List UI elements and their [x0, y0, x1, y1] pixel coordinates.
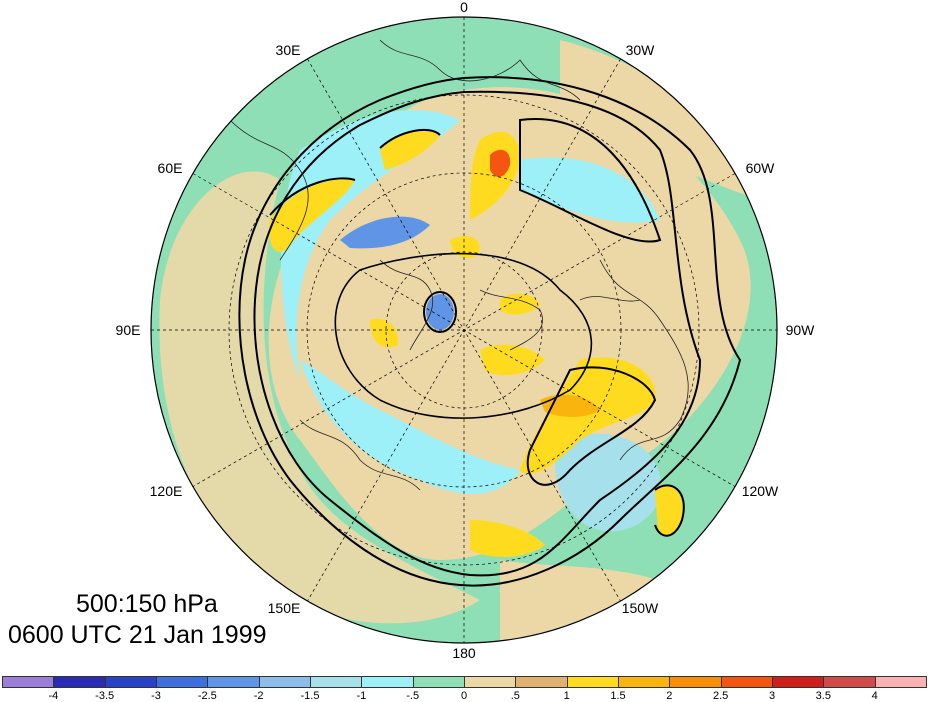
lon-label: 60E: [158, 160, 183, 176]
colorbar-tick-label: -1: [356, 690, 367, 702]
colorbar-cell: [669, 676, 722, 688]
lon-label: 150E: [268, 600, 301, 616]
colorbar-cell: [515, 676, 568, 688]
colorbar-tick-label: -3: [151, 690, 161, 702]
colorbar-cell: [361, 676, 414, 688]
colorbar-tick-label: .5: [510, 690, 520, 702]
map-title-levels: 500:150 hPa: [76, 590, 218, 618]
graticule: [151, 17, 777, 643]
colorbar-cell: [618, 676, 671, 688]
coastlines: [229, 39, 689, 491]
colorbar-tick-label: 2: [666, 690, 673, 702]
colorbar: [2, 676, 927, 688]
lon-label: 90W: [786, 322, 816, 338]
colorbar-tick-label: 1.5: [610, 690, 626, 702]
colorbar-tick-label: -1.5: [300, 690, 320, 702]
colorbar-cell: [772, 676, 825, 688]
longitude-labels: 0 30W 60W 90W 120W 150W 180 150E 120E 90…: [116, 0, 816, 661]
colorbar-cell: [566, 676, 619, 688]
colorbar-cell: [258, 676, 311, 688]
colorbar-cell: [823, 676, 876, 688]
lon-label: 150W: [622, 600, 659, 616]
colorbar-tick-label: 1: [563, 690, 570, 702]
colorbar-cell: [874, 676, 927, 688]
lon-label: 120E: [150, 483, 183, 499]
colorbar-tick-label: -2: [253, 690, 264, 702]
colorbar-cell: [207, 676, 260, 688]
colorbar-tick-label: -.5: [406, 690, 420, 702]
colorbar-cell: [156, 676, 209, 688]
lon-label: 30W: [626, 42, 656, 58]
contour-lines: [238, 76, 742, 587]
colorbar-cell: [104, 676, 157, 688]
lon-label: 30E: [276, 42, 301, 58]
lon-label: 0: [460, 0, 468, 15]
colorbar-tick-label: 2.5: [713, 690, 729, 702]
colorbar-tick-label: 3.5: [815, 690, 831, 702]
colorbar-tick-label: 4: [871, 690, 878, 702]
map-title-time: 0600 UTC 21 Jan 1999: [8, 621, 267, 649]
colorbar-cell: [464, 676, 517, 688]
colorbar-cell: [310, 676, 363, 688]
colorbar-cell: [2, 676, 55, 688]
lon-label: 120W: [742, 483, 779, 499]
colorbar-tick-label: -2.5: [197, 690, 217, 702]
colorbar-tick-label: -3.5: [95, 690, 115, 702]
colorbar-tick-label: 3: [768, 690, 776, 702]
colorbar-tick-label: 0: [460, 690, 468, 702]
lon-label: 90E: [116, 322, 141, 338]
map-border: [150, 16, 778, 644]
colorbar-cell: [53, 676, 106, 688]
lon-label: 180: [452, 645, 476, 661]
colorbar-cell: [720, 676, 773, 688]
colorbar-cell: [412, 676, 465, 688]
lon-label: 60W: [746, 160, 776, 176]
colorbar-tick-label: -4: [48, 690, 59, 702]
